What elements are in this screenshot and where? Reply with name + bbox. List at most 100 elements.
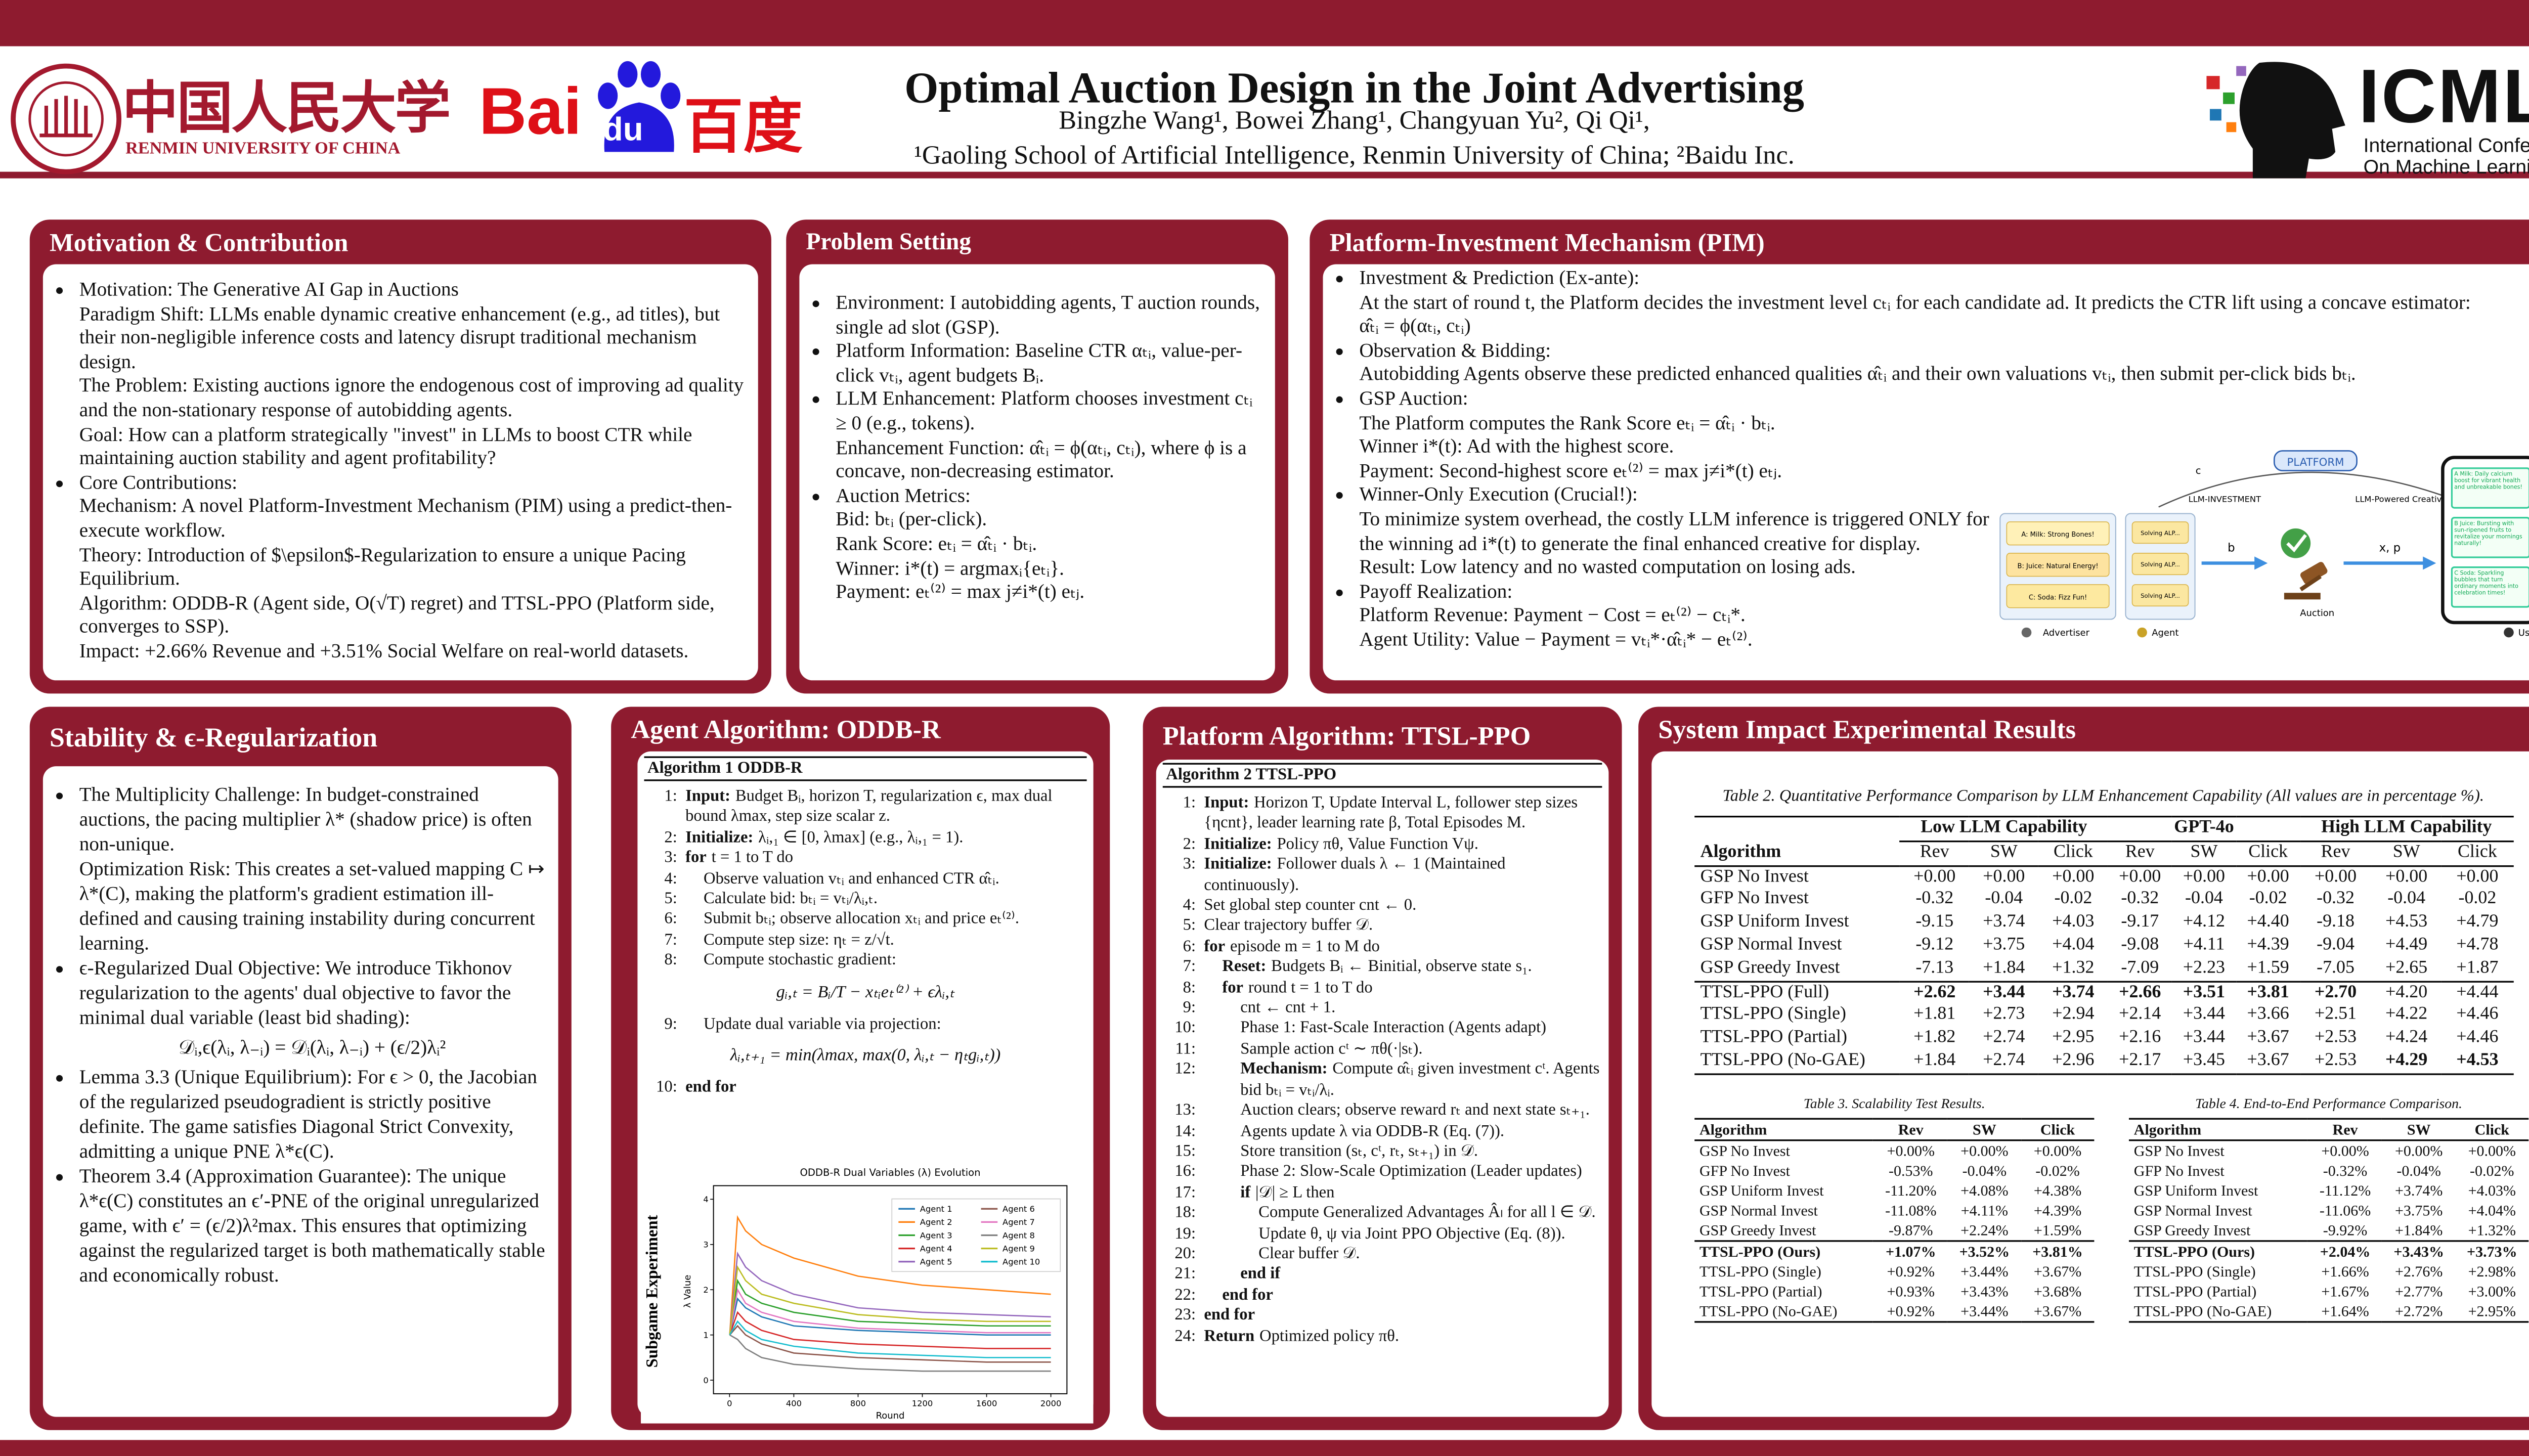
- x-axis-label: Round: [876, 1410, 905, 1421]
- text: Observe valuation vₜᵢ and enhanced CTR α…: [704, 869, 999, 888]
- table-cell: +2.72%: [2394, 1302, 2443, 1319]
- keyword: Initialize:: [1204, 856, 1272, 874]
- table-cell: +2.24%: [1960, 1221, 2009, 1239]
- user-icon: [2504, 627, 2514, 638]
- line-number: 19:: [1174, 1224, 1196, 1243]
- line-text: Initialize: λᵢ,₁ ∈ [0, λmax] (e.g., λᵢ,₁ …: [685, 829, 1086, 850]
- text: episode m = 1 to M do: [1230, 938, 1380, 956]
- bullet-head: Lemma 3.3 (Unique Equilibrium): For ϵ > …: [79, 1065, 538, 1163]
- line-text: Input: Budget Bᵢ, horizon T, regularizati…: [685, 788, 1086, 829]
- table-cell: +4.44: [2441, 980, 2513, 1005]
- diagram-label: Solving ALP...: [2141, 561, 2180, 568]
- line-text: Store transition (sₜ, cᵗ, rₜ, sₜ₊₁) in 𝒟…: [1204, 1142, 1602, 1163]
- header-cell: SW: [2382, 1118, 2456, 1141]
- bullet-line: Impact: +2.66% Revenue and +3.51% Social…: [79, 639, 689, 663]
- line-number: 9:: [1183, 999, 1196, 1018]
- panel-title: System Impact Experimental Results: [1658, 717, 2076, 745]
- legend-label: Agent 5: [920, 1257, 952, 1267]
- table-cell: +4.53: [2385, 912, 2428, 932]
- bullet-line: Theory: Introduction of $\epsilon$-Regul…: [79, 542, 686, 590]
- line-text: Submit bₜᵢ; observe allocation xₜᵢ and p…: [685, 911, 1086, 932]
- bullet-head: ϵ-Regularized Dual Objective: We introdu…: [79, 956, 512, 1029]
- table-cell: +2.14: [2119, 1004, 2161, 1025]
- keyword: end if: [1240, 1265, 1281, 1284]
- bullet-list: Environment: I autobidding agents, T auc…: [799, 291, 1275, 604]
- line-text: end for: [1204, 1306, 1602, 1327]
- line-text: Clear trajectory buffer 𝒟.: [1204, 917, 1602, 938]
- panel-body: Table 2. Quantitative Performance Compar…: [1651, 751, 2529, 1417]
- diagram-label: b: [2228, 542, 2235, 555]
- table-cell: +1.64%: [2321, 1302, 2369, 1319]
- table-row: GSP Greedy Invest -9.92% +1.84% +1.32%: [2129, 1220, 2528, 1241]
- table-cell: +0.00%: [2033, 1142, 2082, 1159]
- algorithm-line: 10: Phase 1: Fast-Scale Interaction (Agen…: [1163, 1020, 1602, 1040]
- line-number: 2:: [1183, 835, 1196, 854]
- icml-subtitle: International Conference On Machine Lear…: [2363, 134, 2529, 179]
- table-cell: -9.08: [2121, 935, 2159, 955]
- table-cell: +1.66%: [2321, 1263, 2369, 1279]
- bullet-line: Result: Low latency and no wasted comput…: [1359, 555, 1856, 579]
- table-cell: +1.87: [2456, 957, 2499, 978]
- x-tick-label: 400: [786, 1398, 802, 1408]
- algorithm-line: 18: Compute Generalized Advantages Âₗ for…: [1163, 1204, 1602, 1225]
- table-cell: +2.53: [2314, 1027, 2357, 1047]
- algorithm-line: 22: end for: [1163, 1286, 1602, 1307]
- panel-title: Platform Algorithm: TTSL-PPO: [1162, 723, 1531, 752]
- table-cell: -9.18: [2317, 912, 2354, 932]
- table-cell: +1.81: [1913, 1004, 1956, 1025]
- row-name: GFP No Invest: [1700, 889, 1809, 909]
- table-cell: -9.15: [1915, 912, 1954, 932]
- y-tick-label: 0: [703, 1376, 708, 1385]
- diagram-label: LLM-Powered Creatives: [2355, 495, 2451, 504]
- poster-title: Optimal Auction Design in the Joint Adve…: [904, 63, 1804, 113]
- table-cell: TTSL-PPO (No-GAE): [1699, 1302, 1838, 1319]
- legend-label: Agent 10: [1002, 1257, 1040, 1267]
- table-cell: +4.12: [2183, 912, 2226, 932]
- bullet-line: To minimize system overhead, the costly …: [1359, 507, 1989, 554]
- gavel-handle: [2299, 575, 2322, 592]
- legend-label: Agent 8: [1002, 1230, 1035, 1240]
- line-text: Clear buffer 𝒟.: [1204, 1245, 1602, 1266]
- bullet-item: Core Contributions:Mechanism: A novel Pl…: [79, 470, 745, 663]
- table-cell: -0.02: [2458, 889, 2497, 909]
- bullet-line: α̂ₜᵢ = ϕ(αₜᵢ, cₜᵢ): [1359, 314, 1471, 337]
- line-text: Compute stochastic gradient:: [685, 952, 1086, 973]
- text: Store transition (sₜ, cᵗ, rₜ, sₜ₊₁) in 𝒟…: [1240, 1142, 1478, 1161]
- algorithm-line: 10: end for: [644, 1078, 1086, 1099]
- bullet-list: The Multiplicity Challenge: In budget-co…: [43, 783, 558, 1288]
- table-cell: +0.00%: [2321, 1142, 2369, 1159]
- table-cell: -0.02: [2249, 889, 2287, 909]
- algorithm-line: 7: Reset: Budgets Bᵢ ← Binitial, observe s…: [1163, 958, 1602, 979]
- table-cell: +3.66: [2247, 1004, 2289, 1025]
- algorithm-line: 16: Phase 2: Slow-Scale Optimization (Lea…: [1163, 1163, 1602, 1184]
- baidu-paw-text: du: [602, 112, 643, 149]
- algorithm-line: 8: Compute stochastic gradient:: [644, 952, 1086, 973]
- row-name: TTSL-PPO (Full): [1693, 980, 1900, 1005]
- text: Clear trajectory buffer 𝒟.: [1204, 917, 1373, 936]
- x-tick-label: 2000: [1040, 1398, 1062, 1408]
- table-row: TTSL-PPO (No-GAE) +0.92% +3.44% +3.67%: [1694, 1301, 2094, 1321]
- table-row: GSP Normal Invest -9.12 +3.75 +4.04 -9.08 +4.…: [1694, 935, 2513, 957]
- results-table: Algorithm Rev SW Click GSP No Invest +0.00% +0…: [2128, 1117, 2529, 1322]
- keyword: Initialize:: [685, 828, 754, 847]
- bullet-list: Investment & Prediction (Ex-ante):At the…: [1323, 266, 2529, 651]
- diagram-label: c: [2196, 465, 2201, 476]
- text: Follower duals λ ← 1 (Maintained continu…: [1204, 856, 1506, 895]
- line-number: 11:: [1175, 1040, 1196, 1058]
- bullet-line: Payment: eₜ⁽²⁾ = max j≠i*(t) eₜⱼ.: [836, 580, 1085, 603]
- bullet-item: Platform Information: Baseline CTR αₜᵢ, …: [836, 339, 1261, 387]
- agent-task: [2131, 584, 2189, 607]
- line-number: 20:: [1174, 1245, 1196, 1263]
- line-text: Auction clears; observe reward rₜ and ne…: [1204, 1101, 1602, 1122]
- icml-line: International Conference: [2363, 134, 2529, 157]
- table-cell: +1.59: [2247, 957, 2289, 978]
- text: Calculate bid: bₜᵢ = vₜᵢ/λᵢ,ₜ.: [704, 890, 878, 909]
- results-table: Algorithm Rev SW Click GSP No Invest +0.00% +0…: [1694, 1117, 2095, 1322]
- panel: Platform-Investment Mechanism (PIM) Inves…: [1310, 219, 2529, 694]
- table-cell: GFP No Invest: [1699, 1162, 1790, 1179]
- table-cell: -7.13: [1915, 957, 1954, 978]
- text: Update dual variable via projection:: [704, 1015, 941, 1033]
- line-number: 10:: [656, 1078, 677, 1097]
- table-cell: +4.46: [2456, 1027, 2499, 1047]
